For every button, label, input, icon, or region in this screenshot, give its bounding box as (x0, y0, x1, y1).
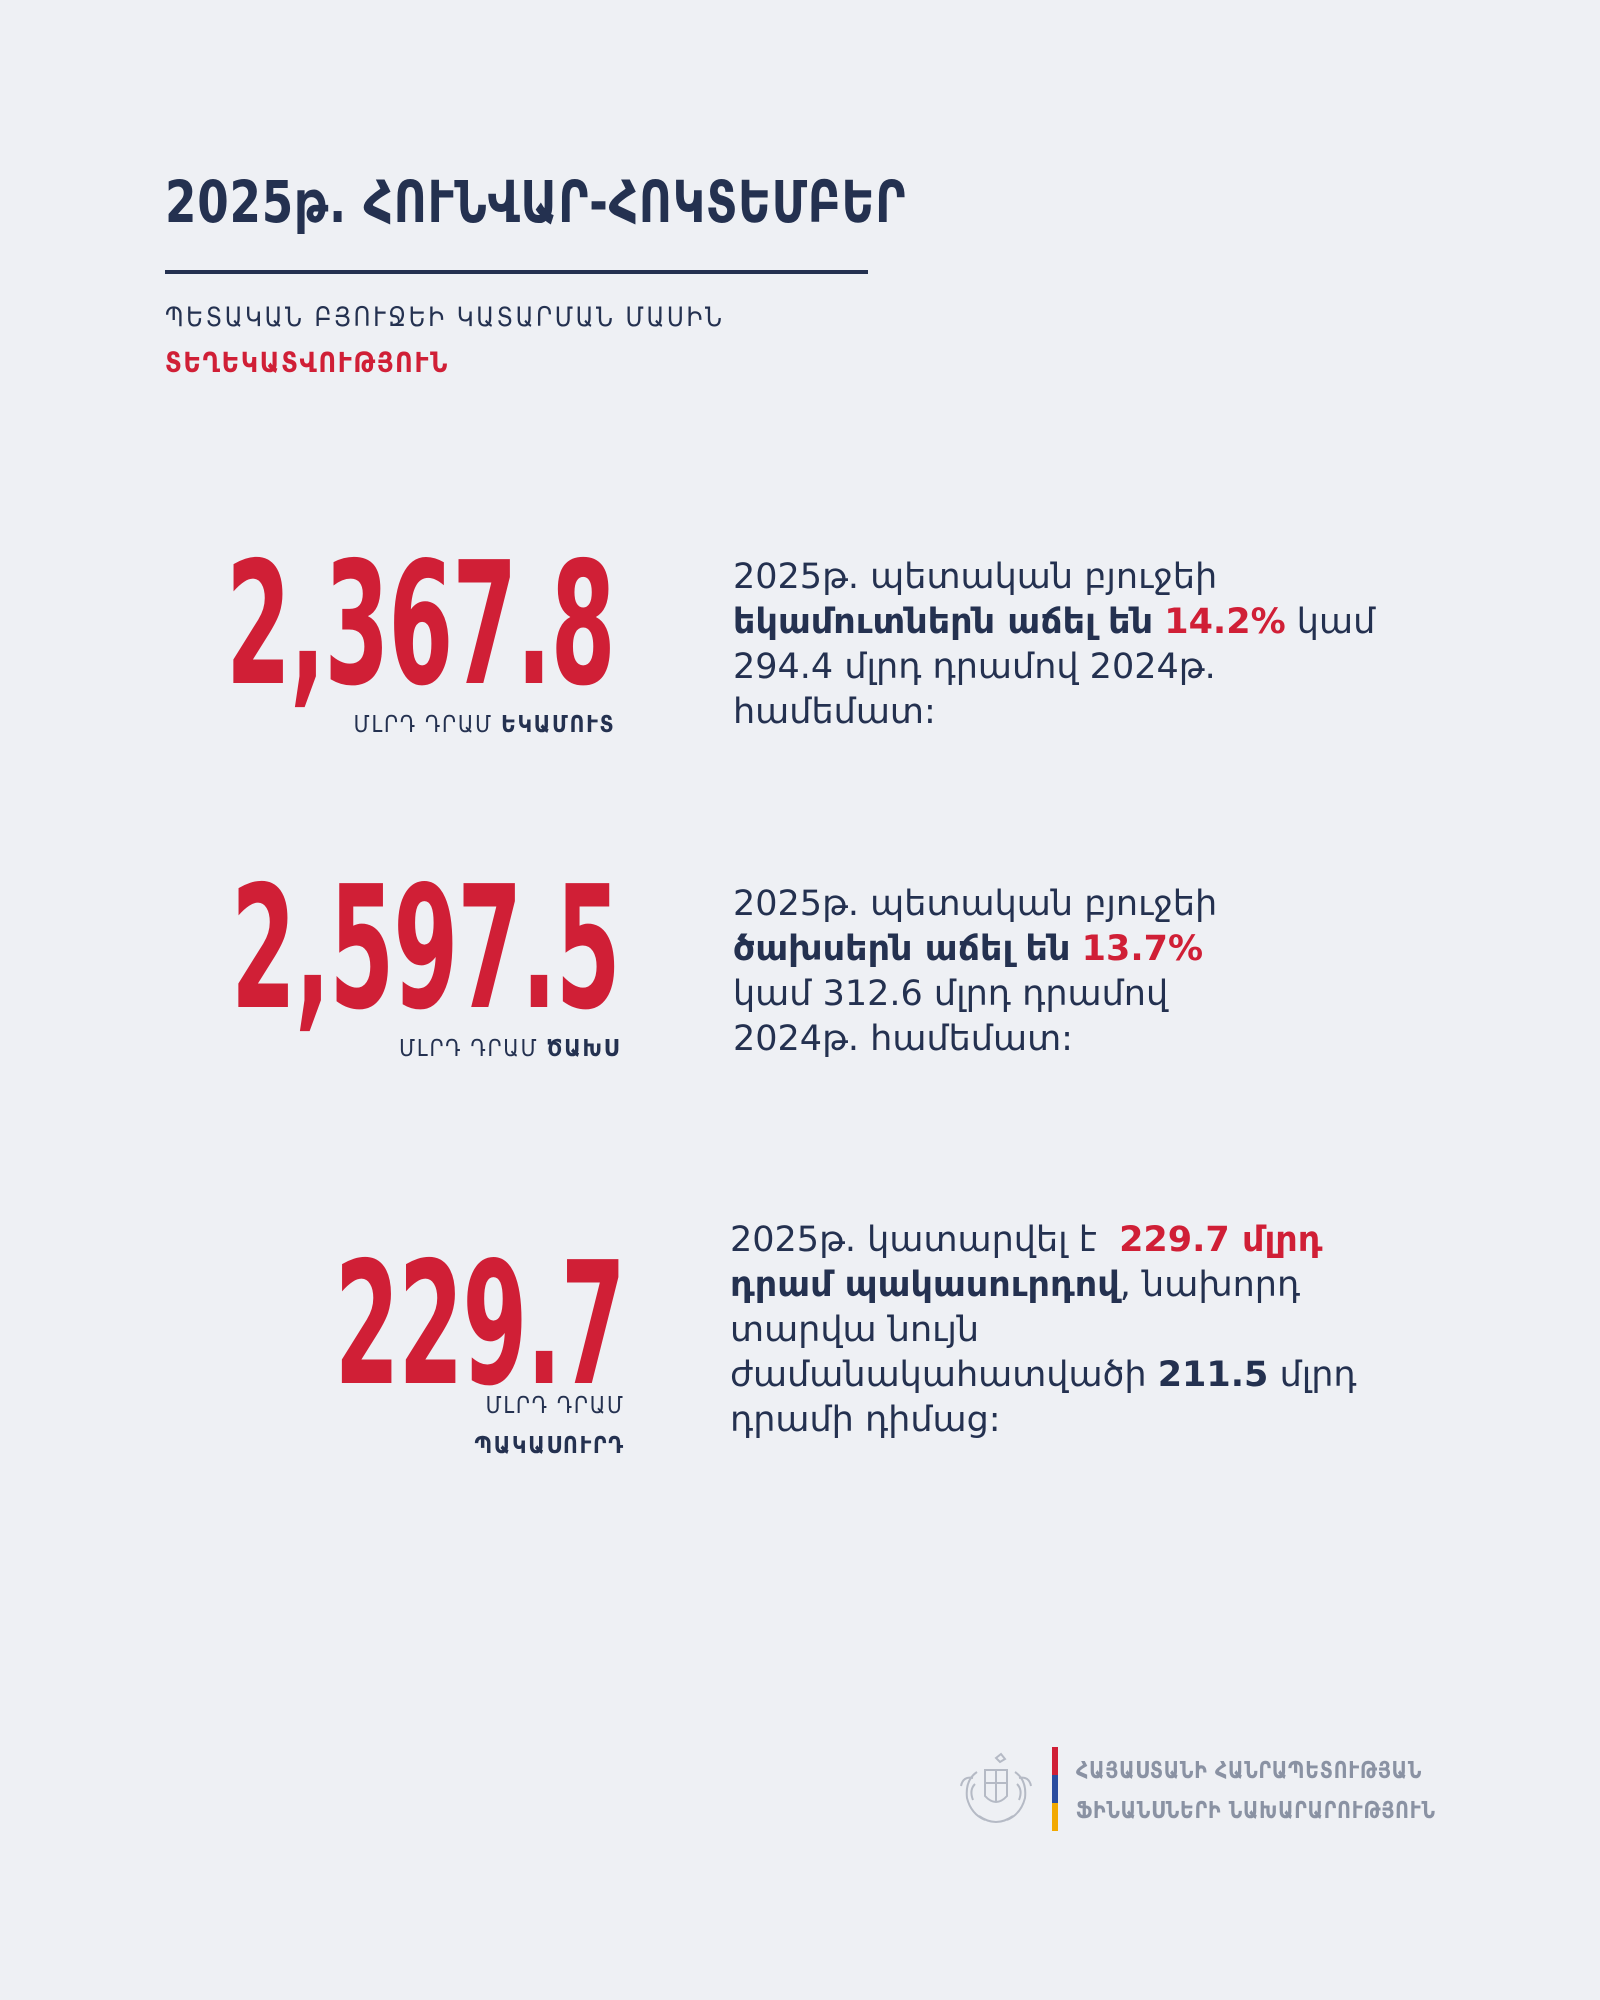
armenian-flag-stripe (1052, 1747, 1058, 1831)
unit-label-bold: ԵԿԱՄՈՒՏ (500, 712, 615, 738)
desc-text: 2025թ. կատարվել է (730, 1220, 1097, 1260)
stat-deficit-description: 2025թ. կատարվել է 229.7 մլրդ դրամ պակասո… (730, 1218, 1357, 1443)
stat-expenditure: 2,597.5 ՄԼՐԴ ԴՐԱՄ ԾԱԽՍ (0, 850, 621, 1074)
desc-line: ծախսերն աճել են 13.7% (733, 927, 1217, 972)
desc-bold: դրամ պակասուրդով (730, 1265, 1120, 1305)
ministry-name: ՀԱՅԱՍՏԱՆԻ ՀԱՆՐԱՊԵՏՈՒԹՅԱՆ ՖԻՆԱՆՍՆԵՐԻ ՆԱԽԱ… (1076, 1751, 1436, 1831)
stat-expenditure-value: 2,597.5 (231, 850, 621, 1048)
desc-line: դրամ պակասուրդով, նախորդ (730, 1263, 1357, 1308)
stat-revenue-unit: ՄԼՐԴ ԴՐԱՄ ԵԿԱՄՈՒՏ (353, 712, 615, 738)
desc-highlight: 14.2% (1164, 602, 1286, 642)
stat-deficit-unit: ՄԼՐԴ ԴՐԱՄ ՊԱԿԱՍՈՒՐԴ (475, 1386, 625, 1466)
unit-label-bold: ՊԱԿԱՍՈՒՐԴ (474, 1433, 625, 1459)
desc-line: տարվա նույն (730, 1310, 980, 1350)
stat-expenditure-description: 2025թ. պետական բյուջեի ծախսերն աճել են 1… (733, 882, 1217, 1062)
desc-line: եկամուտներն աճել են 14.2% կամ (733, 600, 1375, 645)
desc-line: 2025թ. պետական բյուջեի (733, 884, 1218, 924)
desc-highlight: 229.7 մլրդ (1119, 1220, 1323, 1260)
stat-expenditure-unit: ՄԼՐԴ ԴՐԱՄ ԾԱԽՍ (399, 1036, 620, 1062)
unit-label: ՄԼՐԴ ԴՐԱՄ (485, 1393, 625, 1419)
desc-text: մլրդ (1279, 1355, 1357, 1395)
stat-revenue-value: 2,367.8 (226, 526, 616, 724)
unit-label-bold: ԾԱԽՍ (546, 1036, 620, 1062)
desc-text: , նախորդ (1119, 1265, 1301, 1305)
page-title: 2025թ. ՀՈՒՆՎԱՐ-ՀՈԿՏԵՄԲԵՐ (165, 168, 907, 236)
desc-text: կամ (1296, 602, 1376, 642)
unit-label: ՄԼՐԴ ԴՐԱՄ (353, 712, 493, 738)
stat-deficit: 229.7 ՄԼՐԴ ԴՐԱՄ ՊԱԿԱՍՈՒՐԴ (0, 1226, 626, 1460)
desc-line: համեմատ: (733, 692, 936, 732)
desc-line: 2024թ. համեմատ: (733, 1019, 1073, 1059)
desc-line: 2025թ. կատարվել է 229.7 մլրդ (730, 1218, 1357, 1263)
desc-bold: եկամուտներն աճել են (733, 602, 1154, 642)
stat-revenue-description: 2025թ. պետական բյուջեի եկամուտներն աճել … (733, 555, 1375, 735)
desc-highlight: 13.7% (1081, 929, 1204, 969)
desc-line: կամ 312.6 մլրդ դրամով (733, 974, 1169, 1014)
coat-of-arms-icon (960, 1752, 1032, 1823)
desc-line: ժամանակահատվածի 211.5 մլրդ (730, 1353, 1357, 1398)
stat-deficit-value: 229.7 (334, 1226, 626, 1424)
desc-line: դրամի դիմաց: (730, 1400, 1001, 1440)
unit-label: ՄԼՐԴ ԴՐԱՄ (398, 1036, 539, 1062)
desc-bold: ծախսերն աճել են (733, 929, 1071, 969)
page-subtitle-highlight: ՏԵՂԵԿԱՏՎՈՒԹՅՈՒՆ (165, 346, 450, 379)
desc-text: ժամանակահատվածի (730, 1355, 1147, 1395)
desc-line: 2025թ. պետական բյուջեի (733, 557, 1218, 597)
stat-revenue: 2,367.8 ՄԼՐԴ ԴՐԱՄ ԵԿԱՄՈՒՏ (0, 526, 616, 750)
header: 2025թ. ՀՈՒՆՎԱՐ-ՀՈԿՏԵՄԲԵՐ ՊԵՏԱԿԱՆ ԲՅՈՒՋԵԻ… (165, 160, 907, 379)
ministry-name-line2: ՖԻՆԱՆՍՆԵՐԻ ՆԱԽԱՐԱՐՈՒԹՅՈՒՆ (1076, 1798, 1436, 1824)
desc-bold: 211.5 (1157, 1355, 1269, 1395)
footer-ministry-logo: ՀԱՅԱՍՏԱՆԻ ՀԱՆՐԱՊԵՏՈՒԹՅԱՆ ՖԻՆԱՆՍՆԵՐԻ ՆԱԽԱ… (950, 1745, 1450, 1835)
page-subtitle: ՊԵՏԱԿԱՆ ԲՅՈՒՋԵԻ ԿԱՏԱՐՄԱՆ ՄԱՍԻՆ (165, 302, 725, 333)
title-divider (165, 270, 868, 274)
desc-line: 294.4 մլրդ դրամով 2024թ. (733, 647, 1216, 687)
ministry-name-line1: ՀԱՅԱՍՏԱՆԻ ՀԱՆՐԱՊԵՏՈՒԹՅԱՆ (1076, 1758, 1423, 1784)
